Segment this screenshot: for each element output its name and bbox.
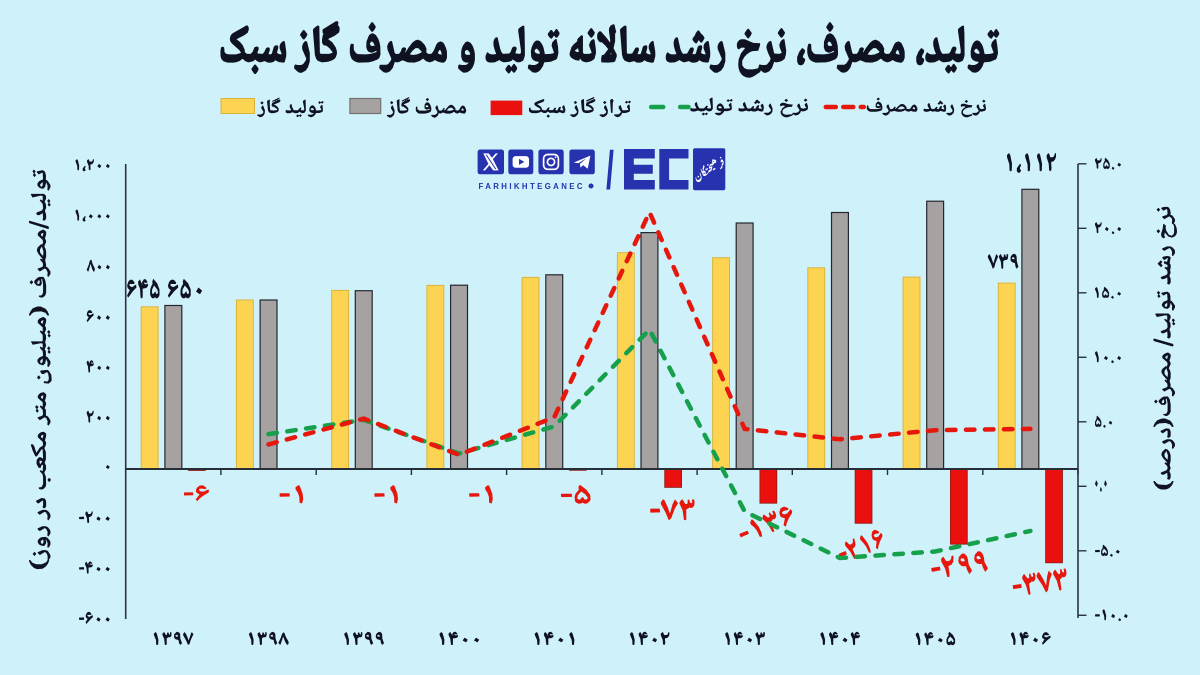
svg-text:FARHIKHTEGANEC: FARHIKHTEGANEC [479, 182, 585, 191]
